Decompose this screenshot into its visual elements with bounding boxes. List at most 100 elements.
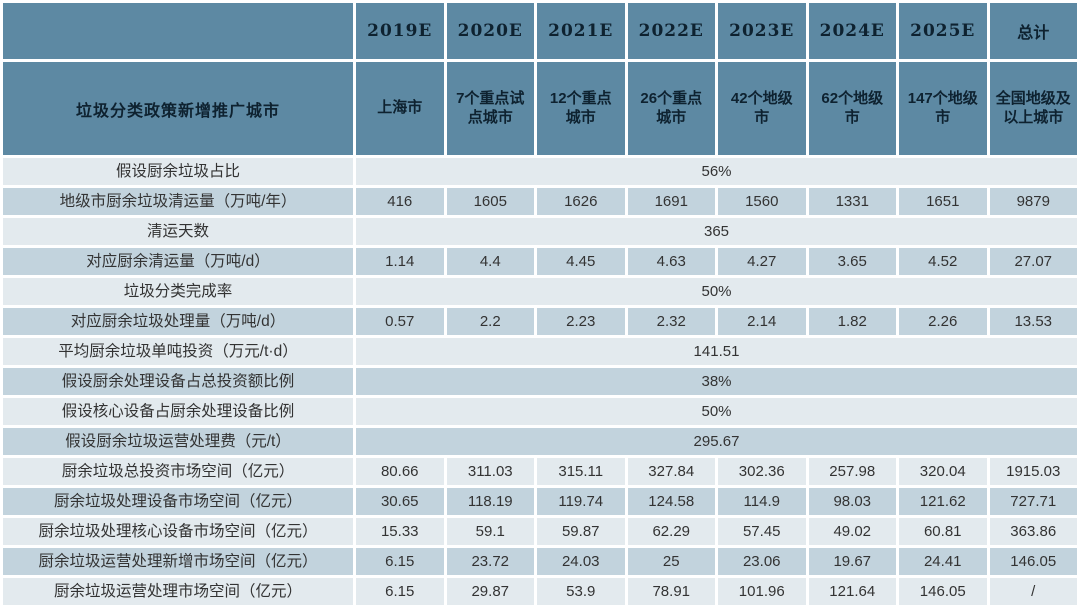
table-row: 假设核心设备占厨余处理设备比例 50%	[3, 398, 1077, 425]
table-row: 厨余垃圾运营处理市场空间（亿元） 6.15 29.87 53.9 78.91 101.96…	[3, 578, 1077, 605]
value-cell: 1.14	[356, 248, 444, 275]
merged-value-cell: 295.67	[356, 428, 1077, 455]
merged-value-cell: 50%	[356, 398, 1077, 425]
row-label: 厨余垃圾处理核心设备市场空间（亿元）	[3, 518, 353, 545]
value-cell: 1605	[446, 188, 534, 215]
value-cell: 320.04	[899, 458, 987, 485]
value-cell: 121.62	[899, 488, 987, 515]
value-cell: 4.45	[537, 248, 625, 275]
table-row: 对应厨余清运量（万吨/d） 1.14 4.4 4.45 4.63 4.27 3.65 4.52…	[3, 248, 1077, 275]
value-cell: 6.15	[356, 578, 444, 605]
city-header: 上海市	[356, 62, 444, 155]
value-cell: 363.86	[989, 518, 1077, 545]
value-cell: 119.74	[537, 488, 625, 515]
value-cell: 25	[627, 548, 715, 575]
row-label: 厨余垃圾运营处理市场空间（亿元）	[3, 578, 353, 605]
city-header: 147个地级市	[899, 62, 987, 155]
value-cell: 24.41	[899, 548, 987, 575]
year-header: 2022E	[627, 3, 715, 59]
row-label: 清运天数	[3, 218, 353, 245]
value-cell: 2.26	[899, 308, 987, 335]
table-body: 假设厨余垃圾占比 56% 地级市厨余垃圾清运量（万吨/年） 416 1605 1626 16…	[3, 158, 1077, 605]
value-cell: 9879	[989, 188, 1077, 215]
value-cell: 98.03	[808, 488, 896, 515]
value-cell: 24.03	[537, 548, 625, 575]
city-header: 全国地级及以上城市	[989, 62, 1077, 155]
value-cell: 2.2	[446, 308, 534, 335]
value-cell: 80.66	[356, 458, 444, 485]
city-header: 7个重点试点城市	[446, 62, 534, 155]
value-cell: 27.07	[989, 248, 1077, 275]
value-cell: 2.23	[537, 308, 625, 335]
table-row: 厨余垃圾处理设备市场空间（亿元） 30.65 118.19 119.74 124.58 1…	[3, 488, 1077, 515]
table-row: 对应厨余垃圾处理量（万吨/d） 0.57 2.2 2.23 2.32 2.14 1.82 2.…	[3, 308, 1077, 335]
value-cell: 124.58	[627, 488, 715, 515]
value-cell: 23.72	[446, 548, 534, 575]
year-header: 2025E	[899, 3, 987, 59]
value-cell: 1691	[627, 188, 715, 215]
value-cell: 1560	[718, 188, 806, 215]
row-label: 假设厨余垃圾运营处理费（元/t）	[3, 428, 353, 455]
value-cell: 146.05	[989, 548, 1077, 575]
value-cell: 29.87	[446, 578, 534, 605]
value-cell: 121.64	[808, 578, 896, 605]
value-cell: 327.84	[627, 458, 715, 485]
value-cell: /	[989, 578, 1077, 605]
table-row: 垃圾分类完成率 50%	[3, 278, 1077, 305]
value-cell: 4.4	[446, 248, 534, 275]
value-cell: 416	[356, 188, 444, 215]
value-cell: 30.65	[356, 488, 444, 515]
merged-value-cell: 56%	[356, 158, 1077, 185]
value-cell: 0.57	[356, 308, 444, 335]
corner-cell	[3, 3, 353, 59]
year-header: 2024E	[808, 3, 896, 59]
city-header: 42个地级市	[718, 62, 806, 155]
value-cell: 2.32	[627, 308, 715, 335]
value-cell: 78.91	[627, 578, 715, 605]
value-cell: 302.36	[718, 458, 806, 485]
merged-value-cell: 365	[356, 218, 1077, 245]
value-cell: 1915.03	[989, 458, 1077, 485]
year-header: 2023E	[718, 3, 806, 59]
table-row: 厨余垃圾处理核心设备市场空间（亿元） 15.33 59.1 59.87 62.29 57.…	[3, 518, 1077, 545]
table-row: 假设厨余垃圾运营处理费（元/t） 295.67	[3, 428, 1077, 455]
row-label: 假设厨余处理设备占总投资额比例	[3, 368, 353, 395]
value-cell: 315.11	[537, 458, 625, 485]
value-cell: 13.53	[989, 308, 1077, 335]
row-header-title: 垃圾分类政策新增推广城市	[3, 62, 353, 155]
value-cell: 146.05	[899, 578, 987, 605]
city-header: 26个重点城市	[627, 62, 715, 155]
row-label: 对应厨余垃圾处理量（万吨/d）	[3, 308, 353, 335]
merged-value-cell: 50%	[356, 278, 1077, 305]
row-label: 厨余垃圾运营处理新增市场空间（亿元）	[3, 548, 353, 575]
value-cell: 1331	[808, 188, 896, 215]
table-row: 厨余垃圾总投资市场空间（亿元） 80.66 311.03 315.11 327.84 30…	[3, 458, 1077, 485]
value-cell: 60.81	[899, 518, 987, 545]
table-row: 假设厨余垃圾占比 56%	[3, 158, 1077, 185]
value-cell: 4.27	[718, 248, 806, 275]
value-cell: 59.87	[537, 518, 625, 545]
value-cell: 62.29	[627, 518, 715, 545]
header-row-cities: 垃圾分类政策新增推广城市 上海市 7个重点试点城市 12个重点城市 26个重点城市 42个…	[3, 62, 1077, 155]
value-cell: 257.98	[808, 458, 896, 485]
row-label: 假设厨余垃圾占比	[3, 158, 353, 185]
value-cell: 118.19	[446, 488, 534, 515]
value-cell: 1.82	[808, 308, 896, 335]
row-label: 地级市厨余垃圾清运量（万吨/年）	[3, 188, 353, 215]
value-cell: 1626	[537, 188, 625, 215]
total-header: 总计	[989, 3, 1077, 59]
value-cell: 114.9	[718, 488, 806, 515]
year-header: 2020E	[446, 3, 534, 59]
row-label: 平均厨余垃圾单吨投资（万元/t·d）	[3, 338, 353, 365]
row-label: 对应厨余清运量（万吨/d）	[3, 248, 353, 275]
merged-value-cell: 38%	[356, 368, 1077, 395]
row-label: 假设核心设备占厨余处理设备比例	[3, 398, 353, 425]
value-cell: 4.52	[899, 248, 987, 275]
value-cell: 2.14	[718, 308, 806, 335]
value-cell: 23.06	[718, 548, 806, 575]
value-cell: 4.63	[627, 248, 715, 275]
value-cell: 49.02	[808, 518, 896, 545]
value-cell: 57.45	[718, 518, 806, 545]
